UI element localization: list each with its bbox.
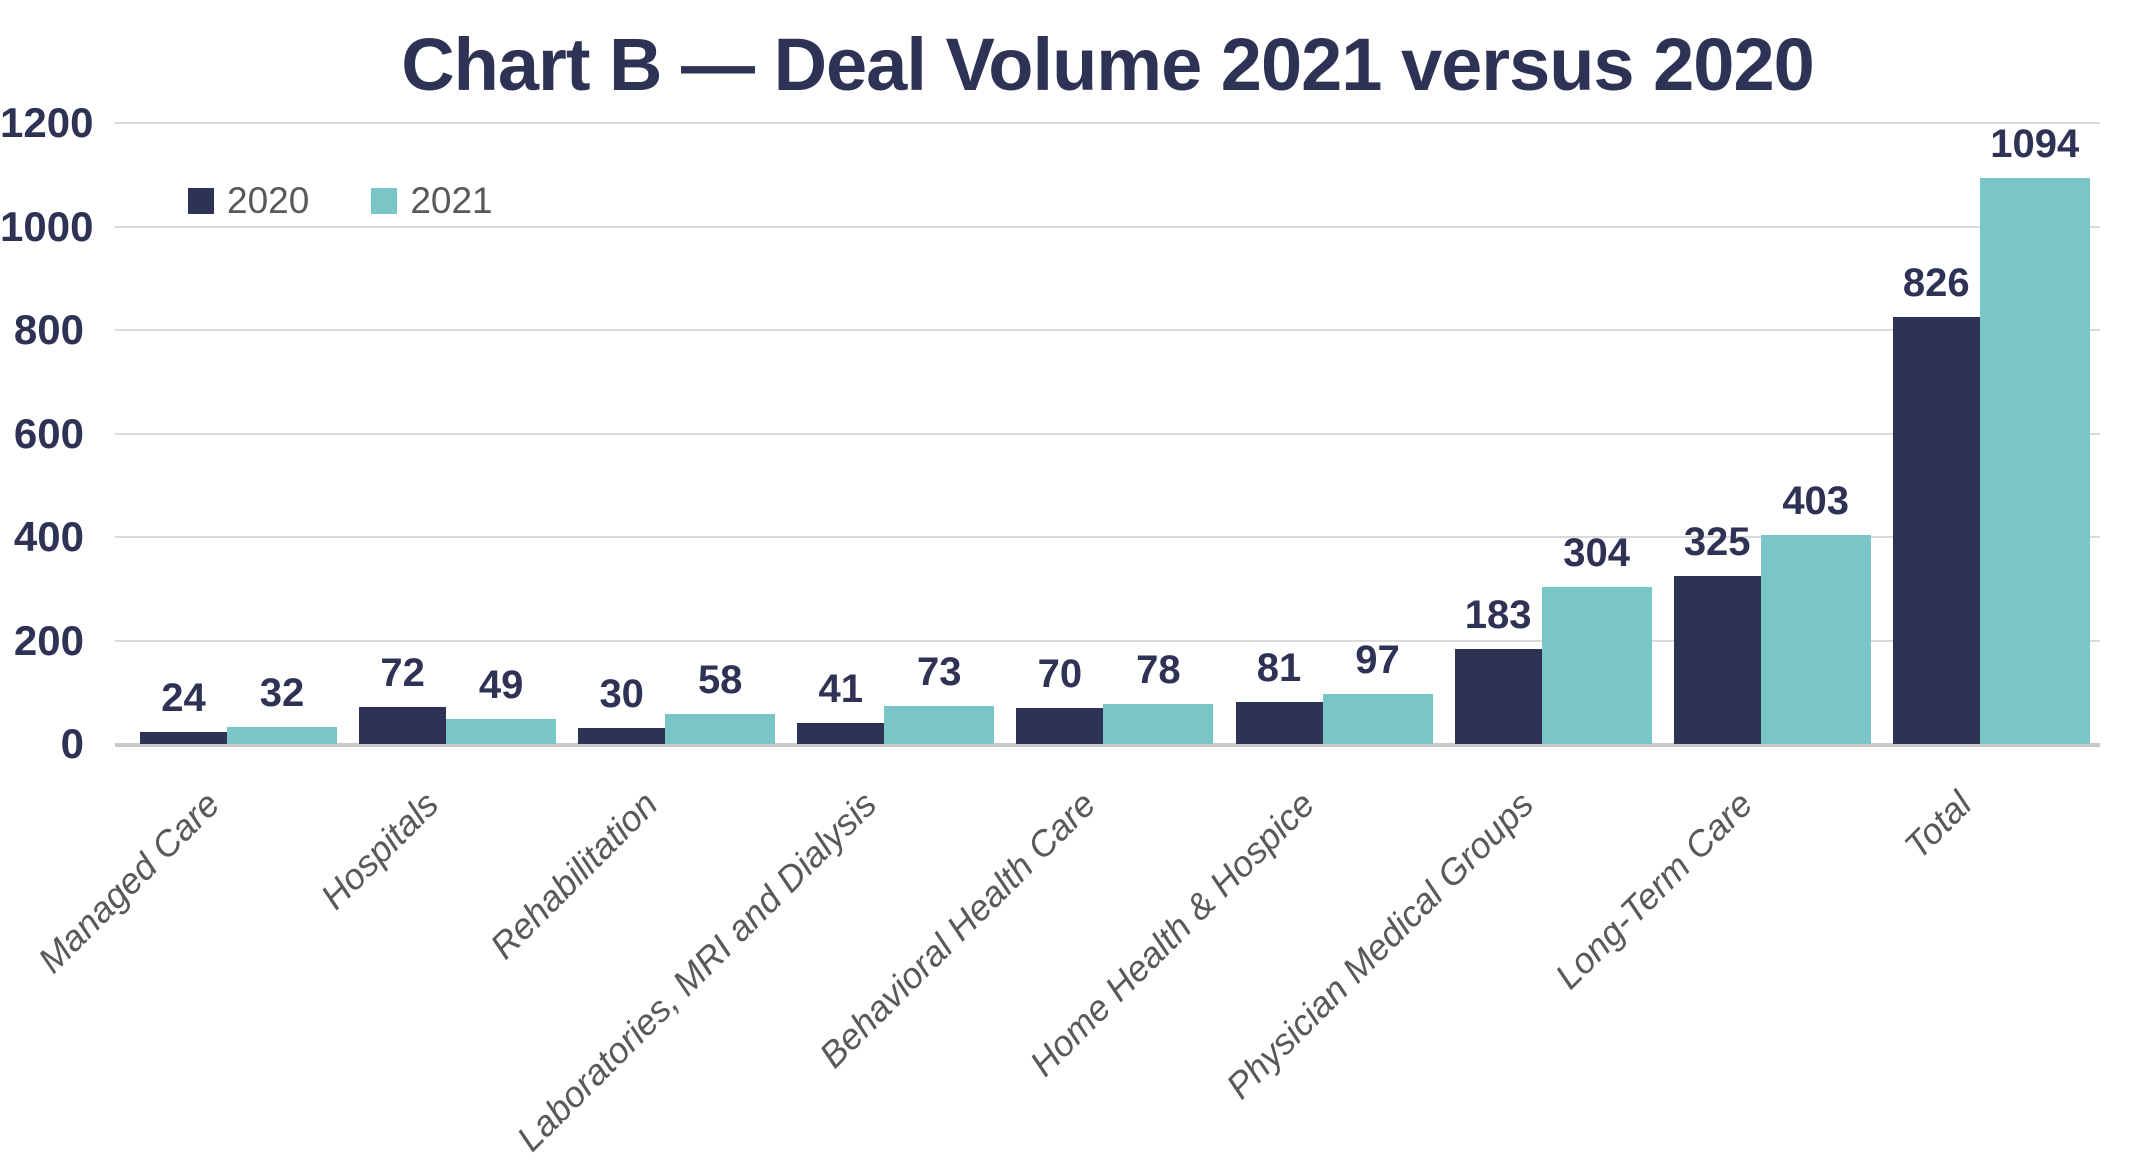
y-axis-label-400: 400 [13, 513, 84, 560]
bar-2020-managed-care [140, 731, 227, 744]
legend-swatch-2021 [371, 187, 398, 214]
value-label-2020-physician-medical-groups: 183 [1464, 593, 1532, 638]
bar-2021-physician-medical-groups [1541, 586, 1652, 744]
y-axis-label-600: 600 [13, 409, 84, 457]
gridline-1000 [115, 225, 2100, 228]
y-axis-label-800: 800 [13, 306, 84, 353]
y-axis-label-0: 0 [60, 720, 84, 767]
bar-2020-hospitals [359, 706, 447, 744]
gridline-200 [115, 639, 2100, 642]
x-axis-label-hospitals: Hospitals [312, 783, 446, 917]
legend-item-2020: 2020 [188, 182, 309, 219]
bar-2020-total [1892, 316, 1980, 744]
x-axis-label-laboratories-mri-and-dialysis: Laboratories, MRI and Dialysis [508, 783, 885, 1159]
gridline-400 [115, 536, 2100, 538]
gridline-800 [115, 329, 2100, 331]
value-label-2020-rehabilitation: 30 [599, 672, 644, 717]
bar-2020-home-health-hospice [1235, 702, 1323, 744]
x-axis-label-managed-care: Managed Care [29, 783, 227, 981]
value-label-2020-long-term-care: 325 [1683, 519, 1751, 564]
value-label-2021-physician-medical-groups: 304 [1563, 530, 1630, 575]
legend-label-2020: 2020 [227, 180, 310, 221]
bar-2021-laboratories-mri-and-dialysis [884, 706, 995, 744]
bar-2020-laboratories-mri-and-dialysis [797, 722, 885, 744]
value-label-2020-laboratories-mri-and-dialysis: 41 [818, 666, 864, 711]
value-label-2021-laboratories-mri-and-dialysis: 73 [917, 650, 962, 695]
value-label-2020-behavioral-health-care: 70 [1037, 651, 1083, 696]
x-axis-label-total: Total [1896, 783, 1980, 867]
x-axis-line [115, 743, 2100, 747]
bar-2021-behavioral-health-care [1103, 703, 1214, 744]
bar-2020-physician-medical-groups [1454, 649, 1542, 744]
legend-label-2021: 2021 [410, 180, 493, 221]
x-axis-label-rehabilitation: Rehabilitation [481, 783, 665, 967]
value-label-2021-rehabilitation: 58 [697, 657, 743, 702]
legend-swatch-2020 [188, 187, 214, 214]
gridline-1200 [115, 122, 2100, 124]
y-axis-label-1000: 1000 [0, 202, 94, 250]
legend-item-2021: 2021 [371, 180, 493, 221]
value-label-2020-total: 826 [1902, 260, 1970, 305]
value-label-2021-total: 1094 [1990, 121, 2080, 166]
bar-2021-long-term-care [1760, 535, 1871, 744]
y-axis-label-200: 200 [13, 616, 84, 664]
bar-2021-total [1979, 177, 2090, 744]
gridline-600 [115, 432, 2100, 435]
bar-2021-managed-care [227, 727, 337, 744]
bar-2021-hospitals [446, 718, 557, 744]
x-axis-label-long-term-care: Long-Term Care [1547, 783, 1761, 997]
bar-2021-rehabilitation [665, 713, 776, 744]
value-label-2021-behavioral-health-care: 78 [1136, 647, 1181, 692]
bar-2020-long-term-care [1673, 575, 1761, 744]
legend: 2020 2021 [188, 182, 493, 219]
value-label-2020-managed-care: 24 [161, 675, 206, 720]
bar-2020-behavioral-health-care [1016, 707, 1104, 744]
value-label-2020-home-health-hospice: 81 [1256, 646, 1302, 691]
value-label-2021-hospitals: 49 [478, 662, 524, 707]
chart-title: Chart B — Deal Volume 2021 versus 2020 [401, 23, 1815, 106]
value-label-2020-hospitals: 72 [380, 650, 425, 695]
value-label-2021-managed-care: 32 [259, 671, 305, 716]
y-axis-label-1200: 1200 [0, 99, 94, 146]
bar-2021-home-health-hospice [1322, 693, 1433, 744]
value-label-2021-home-health-hospice: 97 [1355, 637, 1400, 682]
value-label-2021-long-term-care: 403 [1782, 479, 1850, 524]
bar-2020-rehabilitation [578, 728, 666, 744]
